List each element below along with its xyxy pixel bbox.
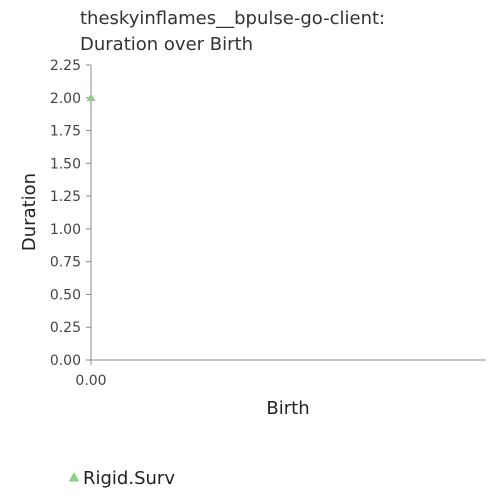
plot-area xyxy=(86,93,96,102)
y-tick-label: 0.75 xyxy=(50,255,81,271)
y-tick-label: 0.00 xyxy=(50,353,81,369)
y-tick-label: 2.25 xyxy=(50,58,81,74)
legend-label-rigid-surv: Rigid.Surv xyxy=(83,468,175,489)
chart-title-line-2: Duration over Birth xyxy=(80,34,253,55)
y-axis: 0.00 0.25 0.50 0.75 1.00 1.25 1.50 1.75 2.00 2.25 xyxy=(50,58,92,369)
y-tick-label: 1.25 xyxy=(50,189,81,205)
y-tick-label: 1.00 xyxy=(50,222,81,238)
x-axis: 0.00 xyxy=(75,359,486,389)
y-tick-label: 1.50 xyxy=(50,156,81,172)
x-axis-title: Birth xyxy=(266,398,309,419)
y-tick-label: 0.50 xyxy=(50,287,81,303)
y-tick-label: 0.25 xyxy=(50,320,81,336)
y-tick-label: 2.00 xyxy=(50,91,81,107)
y-tick-label: 1.75 xyxy=(50,124,81,140)
x-tick-label: 0.00 xyxy=(75,373,106,389)
legend-triangle-icon xyxy=(68,471,80,482)
legend: Rigid.Surv xyxy=(68,468,175,489)
data-point xyxy=(86,93,96,102)
y-axis-title: Duration xyxy=(19,173,40,251)
chart-title-line-1: theskyinflames__bpulse-go-client: xyxy=(80,8,385,29)
